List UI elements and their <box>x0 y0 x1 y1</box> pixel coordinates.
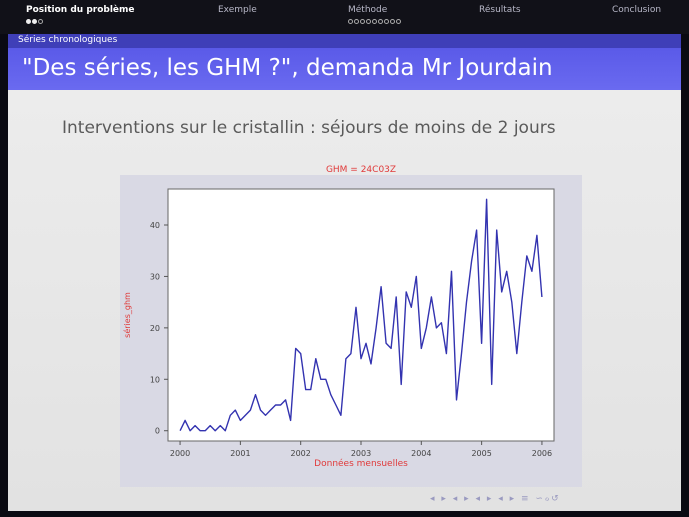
section-navigation: Position du problème Exemple Méthode Rés… <box>0 0 689 34</box>
series-line <box>179 198 543 432</box>
x-tick-label: 2002 <box>291 449 311 458</box>
y-axis-label: séries_ghm <box>122 292 132 338</box>
nav-dot[interactable] <box>396 19 401 24</box>
nav-dot[interactable] <box>378 19 383 24</box>
nav-dot[interactable] <box>354 19 359 24</box>
x-tick-label: 2003 <box>351 449 371 458</box>
slide-heading: Interventions sur le cristallin : séjour… <box>62 118 556 138</box>
x-tick-label: 2000 <box>170 449 190 458</box>
nav-dot[interactable] <box>366 19 371 24</box>
nav-dot[interactable] <box>38 19 43 24</box>
nav-dot[interactable] <box>26 19 31 24</box>
y-tick-label: 40 <box>150 221 160 230</box>
slide-title: "Des séries, les GHM ?", demanda Mr Jour… <box>22 55 553 81</box>
nav-dot[interactable] <box>360 19 365 24</box>
x-tick-label: 2005 <box>471 449 491 458</box>
y-tick-label: 10 <box>150 375 160 384</box>
nav-section-exemple[interactable]: Exemple <box>218 5 257 15</box>
title-bar <box>8 48 681 90</box>
nav-dots-position[interactable] <box>26 19 43 25</box>
nav-dot[interactable] <box>32 19 37 24</box>
nav-dot[interactable] <box>372 19 377 24</box>
plot-area <box>167 188 555 442</box>
x-axis-label: Données mensuelles <box>314 458 408 469</box>
section-bar <box>8 34 681 48</box>
y-tick-label: 30 <box>150 272 160 281</box>
y-tick-label: 20 <box>150 324 160 333</box>
nav-section-methode[interactable]: Méthode <box>348 5 388 15</box>
nav-section-position[interactable]: Position du problème <box>26 5 135 15</box>
nav-dot[interactable] <box>384 19 389 24</box>
chart-title: GHM = 24C03Z <box>326 165 396 175</box>
x-tick-label: 2004 <box>411 449 431 458</box>
nav-dot[interactable] <box>348 19 353 24</box>
beamer-navigation-symbols[interactable]: ◂ ▸ ◂ ▸ ◂ ▸ ◂ ▸ ≡ ∽ℴ↺ <box>430 494 561 504</box>
nav-dot[interactable] <box>390 19 395 24</box>
nav-dots-methode[interactable] <box>348 19 401 25</box>
x-tick-label: 2001 <box>230 449 250 458</box>
nav-section-conclusion[interactable]: Conclusion <box>612 5 662 15</box>
section-title: Séries chronologiques <box>18 35 118 45</box>
y-tick-label: 0 <box>155 427 160 436</box>
nav-section-resultats[interactable]: Résultats <box>479 5 521 15</box>
x-tick-label: 2006 <box>532 449 552 458</box>
